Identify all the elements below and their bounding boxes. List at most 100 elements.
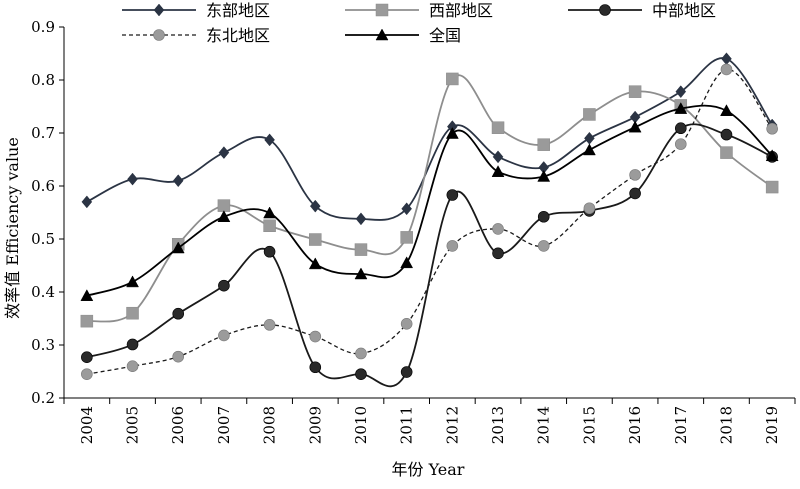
- y-axis-title: 效率值 Efficiency value: [3, 137, 22, 319]
- data-point: [126, 306, 139, 320]
- data-point: [491, 165, 505, 177]
- x-tick-label: 2006: [169, 406, 187, 444]
- data-point: [766, 122, 778, 135]
- x-tick-label: 2017: [672, 406, 690, 444]
- data-point: [309, 330, 322, 343]
- data-point: [354, 243, 368, 256]
- data-point: [400, 317, 413, 330]
- legend-marker: [599, 4, 611, 16]
- legend-marker: [153, 29, 165, 41]
- series-3: [81, 122, 778, 388]
- data-point: [217, 199, 231, 212]
- data-point: [309, 361, 322, 374]
- data-point: [263, 319, 276, 331]
- legend-item: 西部地区: [345, 1, 493, 20]
- data-point: [400, 256, 414, 269]
- data-point: [446, 240, 459, 252]
- legend-marker: [375, 28, 389, 41]
- series-line: [86, 123, 773, 388]
- data-point: [720, 128, 733, 141]
- x-tick-label: 2010: [352, 406, 370, 444]
- data-point: [582, 143, 596, 156]
- data-point: [218, 146, 230, 160]
- y-tick-label: 0.4: [31, 283, 55, 301]
- data-point: [765, 180, 779, 194]
- data-point: [765, 149, 779, 162]
- data-point: [674, 122, 687, 135]
- legend-marker: [375, 3, 389, 17]
- data-point: [172, 307, 185, 320]
- data-point: [720, 146, 733, 159]
- x-tick-label: 2019: [763, 406, 781, 444]
- legend-item: 东部地区: [122, 1, 270, 20]
- data-point: [354, 267, 368, 280]
- x-axis-title: 年份 Year: [392, 460, 465, 479]
- data-point: [309, 199, 321, 213]
- series-5: [80, 102, 779, 301]
- x-tick-label: 2014: [535, 406, 553, 444]
- x-tick-label: 2007: [215, 406, 233, 444]
- data-point: [537, 240, 550, 252]
- data-point: [81, 351, 93, 363]
- series-line: [86, 104, 773, 297]
- data-point: [126, 360, 139, 373]
- series-line: [86, 57, 773, 221]
- y-tick-label: 0.7: [31, 124, 55, 142]
- data-point: [218, 279, 230, 292]
- data-point: [126, 338, 139, 351]
- data-point: [217, 210, 231, 222]
- data-point: [491, 121, 505, 134]
- x-tick-label: 2011: [398, 406, 416, 444]
- data-point: [263, 245, 276, 258]
- legend-label: 东北地区: [206, 26, 270, 45]
- x-tick-label: 2004: [78, 406, 96, 444]
- series-line: [86, 74, 773, 323]
- data-point: [264, 133, 275, 147]
- data-point: [263, 219, 276, 232]
- x-tick-label: 2009: [306, 406, 324, 444]
- data-point: [80, 314, 94, 328]
- x-tick-label: 2018: [717, 406, 735, 444]
- data-point: [81, 368, 93, 380]
- data-point: [628, 120, 642, 133]
- legend-label: 东部地区: [206, 1, 270, 20]
- data-point: [355, 212, 367, 226]
- data-point: [80, 289, 94, 301]
- series-4: [81, 63, 778, 380]
- legend-label: 中部地区: [652, 1, 716, 20]
- data-point: [263, 206, 277, 219]
- data-point: [492, 247, 504, 260]
- series-layer: [80, 52, 779, 388]
- series-1: [81, 52, 778, 226]
- data-point: [629, 187, 641, 200]
- series-2: [80, 72, 779, 328]
- data-point: [172, 350, 185, 363]
- data-point: [127, 172, 138, 186]
- data-point: [583, 108, 596, 121]
- legend-item: 中部地区: [568, 1, 716, 20]
- data-point: [446, 72, 459, 86]
- data-point: [126, 275, 139, 288]
- y-tick-label: 0.6: [31, 177, 55, 195]
- data-point: [400, 231, 413, 244]
- data-point: [674, 102, 688, 114]
- data-point: [172, 174, 184, 188]
- data-point: [492, 223, 504, 235]
- data-point: [537, 169, 551, 182]
- data-point: [81, 195, 93, 209]
- data-point: [492, 150, 504, 164]
- legend-label: 全国: [429, 26, 461, 45]
- data-point: [720, 63, 733, 76]
- series-line: [86, 68, 773, 375]
- x-tick-label: 2005: [124, 406, 142, 444]
- axes: 0.2 0.3 0.4 0.5 0.6 0.7 0.8 0.9 2004 2005 2006 2007…: [31, 18, 796, 444]
- data-point: [628, 85, 642, 98]
- x-tick-label: 2008: [261, 406, 279, 444]
- legend-marker: [153, 3, 165, 17]
- y-tick-label: 0.2: [31, 389, 55, 407]
- data-point: [584, 131, 595, 145]
- data-point: [308, 257, 322, 270]
- x-tick-label: 2013: [489, 406, 507, 444]
